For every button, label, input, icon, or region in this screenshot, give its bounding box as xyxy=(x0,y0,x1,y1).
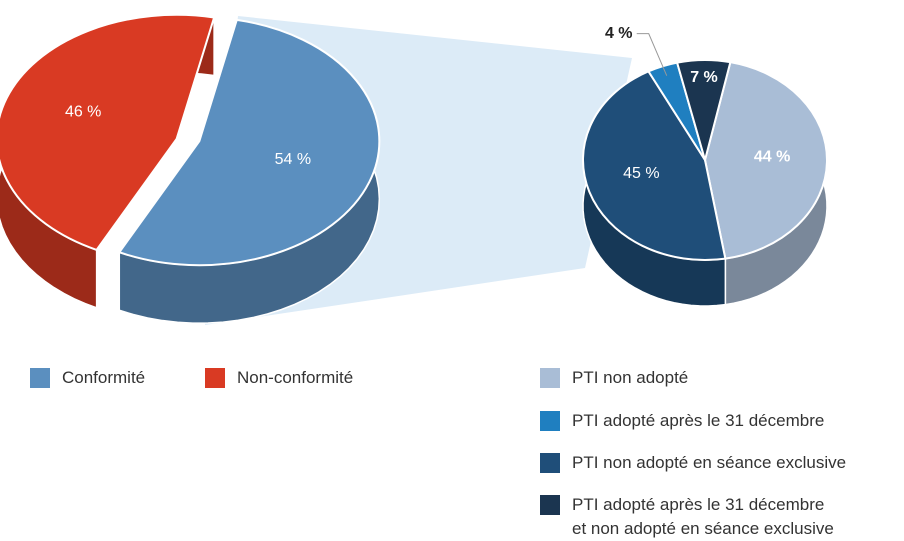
pie-slice xyxy=(675,59,732,164)
data-label: 54 % xyxy=(275,151,311,168)
data-label: 46 % xyxy=(65,104,101,121)
pie-slice xyxy=(582,70,727,261)
legend-label: PTI non adopté xyxy=(572,368,689,387)
legend-swatch xyxy=(540,495,560,515)
data-label: 44 % xyxy=(754,148,790,165)
legend-label: PTI non adopté en séance exclusive xyxy=(572,453,847,472)
legend-swatch xyxy=(205,368,225,388)
data-label: 4 % xyxy=(605,25,633,42)
legend-label: PTI adopté après le 31 décembre et non a… xyxy=(572,495,834,538)
legend-swatch xyxy=(30,368,50,388)
pie: 54 % 46 % xyxy=(0,13,381,324)
leader-line xyxy=(636,33,668,76)
chart: 54 % 46 % 44 % 45 % 4 % 7 % xyxy=(0,13,828,325)
legend-label: Non-conformité xyxy=(237,368,354,387)
data-label: 7 % xyxy=(690,69,718,86)
legend-item: Non-conformité xyxy=(205,366,353,390)
legend-item: PTI adopté après le 31 décembre et non a… xyxy=(540,493,834,541)
legend-item: PTI adopté après le 31 décembre xyxy=(540,409,824,433)
legend-swatch xyxy=(540,453,560,473)
pie-slice xyxy=(703,61,828,260)
pie: 44 % 45 % 4 % 7 % xyxy=(582,25,828,307)
legend-label: PTI adopté après le 31 décembre xyxy=(572,411,825,430)
legend-swatch xyxy=(540,368,560,388)
legend-item: Conformité xyxy=(30,366,145,390)
legend-swatch xyxy=(540,411,560,431)
legend-item: PTI non adopté en séance exclusive xyxy=(540,451,846,475)
data-label: 45 % xyxy=(623,165,659,182)
pie-slice xyxy=(117,18,381,267)
legend-label: Conformité xyxy=(62,368,146,387)
legend-item: PTI non adopté xyxy=(540,366,688,390)
pie-slice xyxy=(0,13,216,252)
